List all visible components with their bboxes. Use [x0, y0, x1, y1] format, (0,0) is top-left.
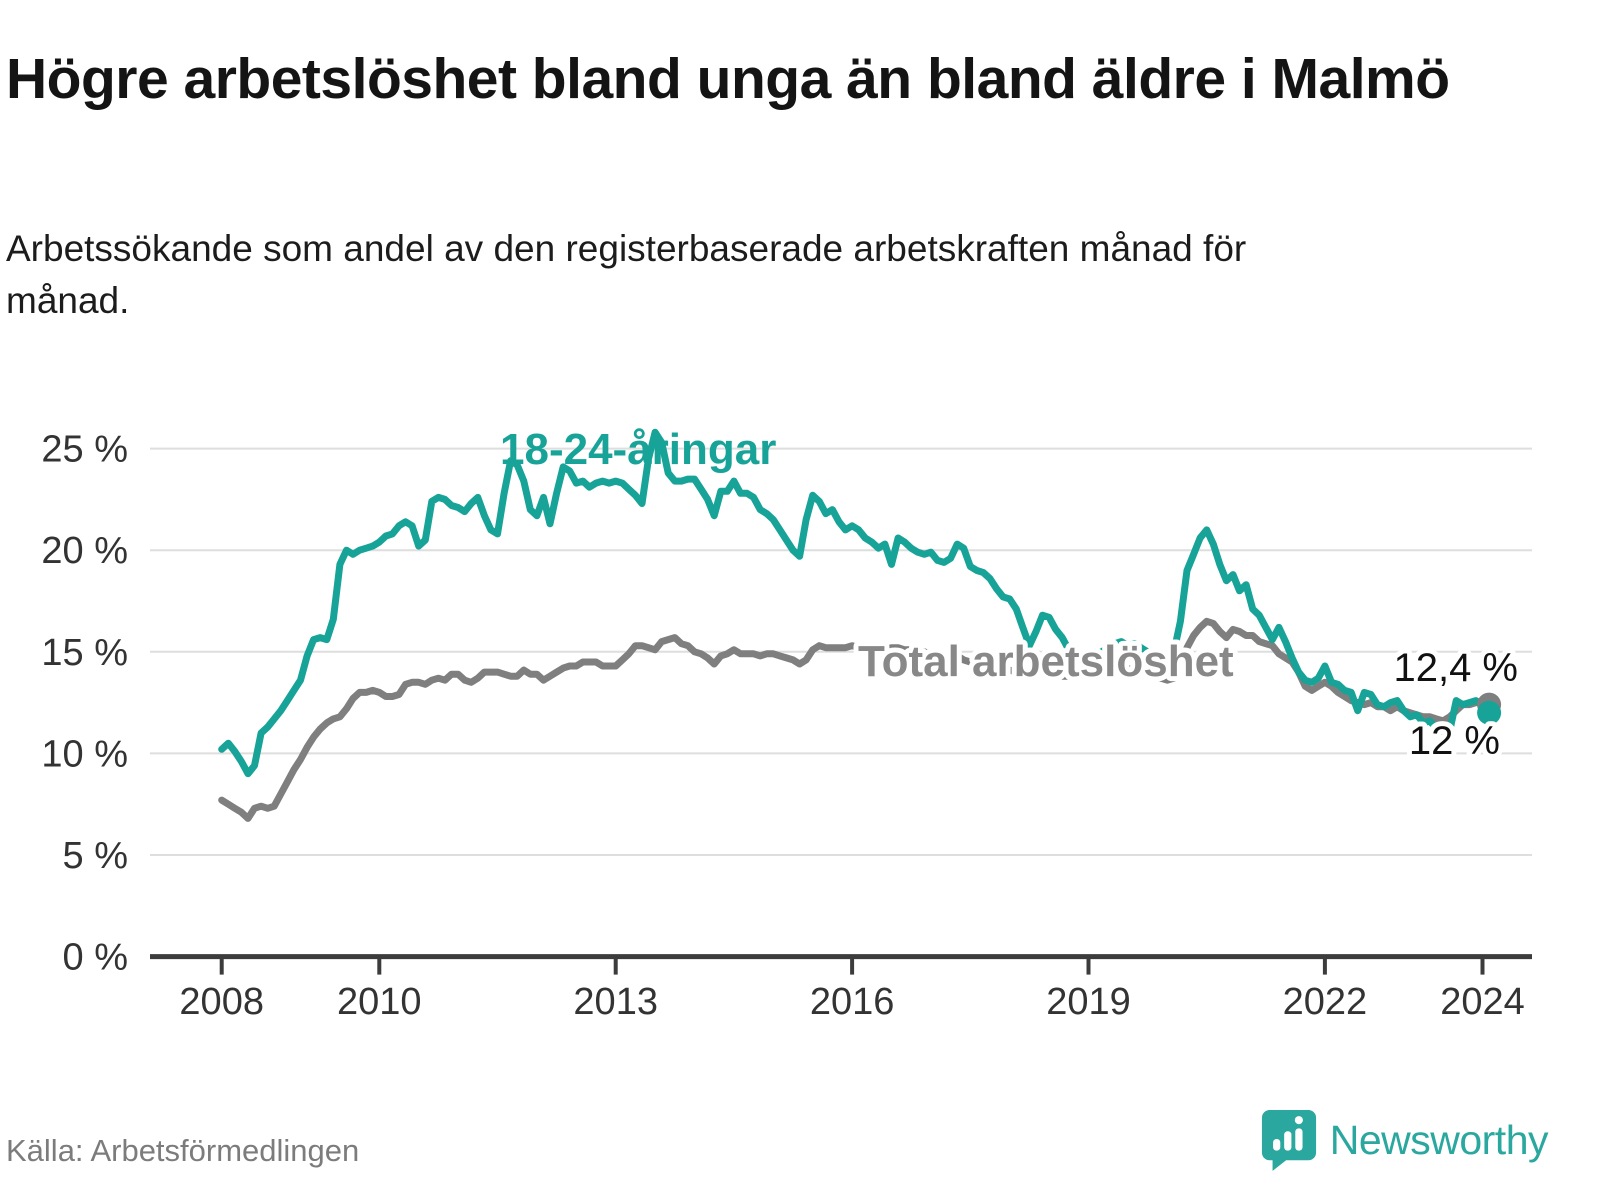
series-lines	[218, 428, 1502, 822]
series-label-youth: 18-24-åringar	[500, 425, 776, 474]
series-line	[218, 428, 1493, 778]
end-value-label-total: 12,4 %	[1393, 646, 1518, 690]
y-tick-label: 10 %	[41, 733, 128, 775]
chart-subtitle: Arbetssökande som andel av den registerb…	[6, 228, 1247, 321]
y-tick-label: 25 %	[41, 429, 128, 471]
series-line	[218, 617, 1493, 822]
brand-name: Newsworthy	[1329, 1116, 1549, 1163]
x-tick-label: 2024	[1440, 981, 1525, 1023]
x-tick-label: 2008	[179, 981, 264, 1023]
y-tick-label: 15 %	[41, 632, 128, 674]
gridlines	[150, 447, 1532, 960]
y-tick-label: 5 %	[63, 835, 128, 877]
y-axis-tick-labels: 0 % 5 % 10 % 15 % 20 % 25 %	[41, 429, 128, 979]
page-title: Högre arbetslöshet bland unga än bland ä…	[6, 47, 1450, 112]
x-axis: 2008 2010 2013 2016 2019 2022 2024	[179, 956, 1525, 1023]
brand-footer: Newsworthy	[1260, 1100, 1549, 1180]
source-credit: Källa: Arbetsförmedlingen	[6, 1133, 360, 1168]
x-tick-label: 2010	[337, 981, 422, 1023]
end-value-label-youth: 12 %	[1409, 719, 1500, 763]
newsworthy-logo-icon	[1261, 1110, 1316, 1171]
series-label-total: Total arbetslöshet	[858, 637, 1234, 686]
y-tick-label: 0 %	[63, 937, 128, 979]
x-tick-label: 2016	[810, 981, 895, 1023]
x-tick-label: 2019	[1046, 981, 1131, 1023]
y-tick-label: 20 %	[41, 530, 128, 572]
series-end-dot	[1477, 700, 1502, 725]
x-tick-label: 2013	[573, 981, 658, 1023]
x-tick-label: 2022	[1283, 981, 1368, 1023]
